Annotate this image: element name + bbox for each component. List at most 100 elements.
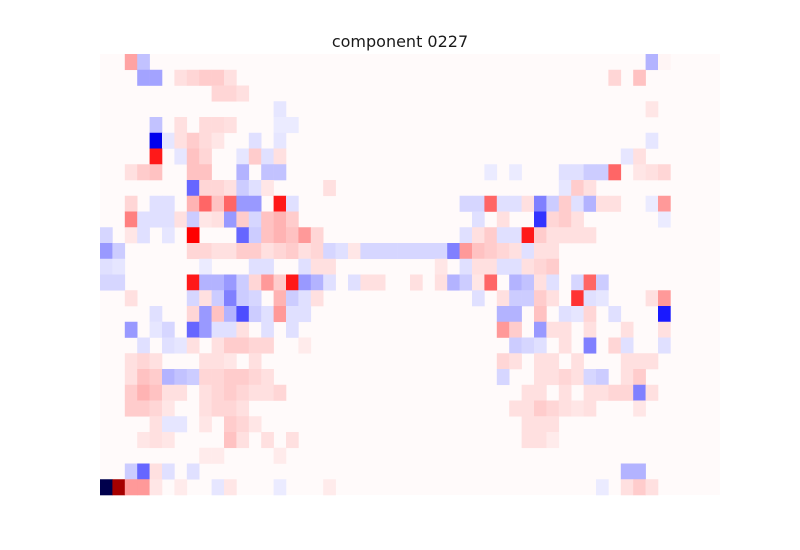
heatmap-cell [211,274,225,291]
heatmap-cell [211,211,225,228]
heatmap-cell [199,258,212,275]
heatmap-cell [112,258,126,275]
heatmap-cell [224,180,237,197]
heatmap-cell [199,180,212,197]
heatmap-cell [186,132,200,149]
heatmap-cell [583,195,597,212]
heatmap-cell [236,290,250,307]
heatmap-cell [534,227,547,244]
heatmap-cell [596,384,609,401]
heatmap-cell [596,274,609,291]
heatmap-cell [459,195,473,212]
heatmap-cell [509,164,522,181]
heatmap-cell [459,274,473,291]
heatmap-cell [558,195,572,212]
heatmap-cell [199,400,212,417]
heatmap-cell [620,479,634,496]
heatmap-cell [608,337,622,354]
heatmap-cell [583,290,597,307]
heatmap-cell [534,337,547,354]
heatmap-cell [248,258,262,275]
heatmap-cell [310,290,324,307]
heatmap-cell [558,306,572,323]
heatmap-cell [199,416,212,433]
heatmap-cell [248,384,262,401]
heatmap-cell [509,400,522,417]
heatmap-cell [273,243,287,260]
heatmap-cell [211,353,225,370]
heatmap-cell [571,274,584,291]
heatmap-cell [236,211,250,228]
heatmap-cell [546,353,560,370]
heatmap-cell [137,400,150,417]
heatmap-cell [310,274,324,291]
heatmap-cell [211,337,225,354]
heatmap-cell [534,369,547,386]
heatmap-cell [186,290,200,307]
heatmap-cell [224,353,237,370]
heatmap-cell [534,384,547,401]
heatmap-cell [100,479,113,496]
heatmap-cell [658,337,671,354]
heatmap-cell [174,132,188,149]
heatmap-cell [583,337,597,354]
heatmap-cell [583,384,597,401]
heatmap-cell [534,195,547,212]
heatmap-cell [645,54,659,71]
heatmap-cell [224,321,237,338]
heatmap-cell [186,306,200,323]
heatmap-cell [124,400,138,417]
heatmap-cell [236,306,250,323]
heatmap-cell [224,337,237,354]
heatmap-cell [323,243,336,260]
heatmap-cell [137,463,150,480]
heatmap-cell [472,211,485,228]
heatmap-cell [236,369,250,386]
heatmap-cell [620,353,634,370]
heatmap-cell [236,321,250,338]
heatmap-cell [496,290,510,307]
heatmap-cell [162,321,175,338]
heatmap-cell [509,353,522,370]
heatmap-cell [149,321,163,338]
heatmap-cell [583,180,597,197]
heatmap-cell [558,211,572,228]
heatmap-cell [174,69,188,86]
heatmap-cell [286,432,299,449]
heatmap-cell [571,290,584,307]
heatmap-cell [211,400,225,417]
heatmap-cell [633,148,646,165]
heatmap-cell [149,164,163,181]
heatmap-cell [162,132,175,149]
heatmap-cell [261,321,274,338]
heatmap-cell [236,180,250,197]
heatmap-cell [298,274,312,291]
heatmap-cell [137,384,150,401]
heatmap-cell [633,384,646,401]
heatmap-cell [546,432,560,449]
heatmap-cell [149,432,163,449]
heatmap-cell [571,306,584,323]
heatmap-cell [224,479,237,496]
heatmap-cell [472,227,485,244]
heatmap-cell [298,337,312,354]
heatmap-cell [509,258,522,275]
heatmap-cell [273,227,287,244]
heatmap-cell [137,479,150,496]
heatmap-cell [137,164,150,181]
heatmap-cell [534,243,547,260]
heatmap-cell [224,290,237,307]
heatmap-cell [174,337,188,354]
heatmap-cell [224,85,237,102]
heatmap-cell [186,227,200,244]
heatmap-cell [323,479,336,496]
heatmap-cell [658,164,671,181]
heatmap-cell [273,306,287,323]
heatmap-cell [199,164,212,181]
heatmap-cell [447,274,460,291]
heatmap-cell [124,384,138,401]
heatmap-cell [124,290,138,307]
heatmap-cell [571,211,584,228]
heatmap-cell [124,463,138,480]
